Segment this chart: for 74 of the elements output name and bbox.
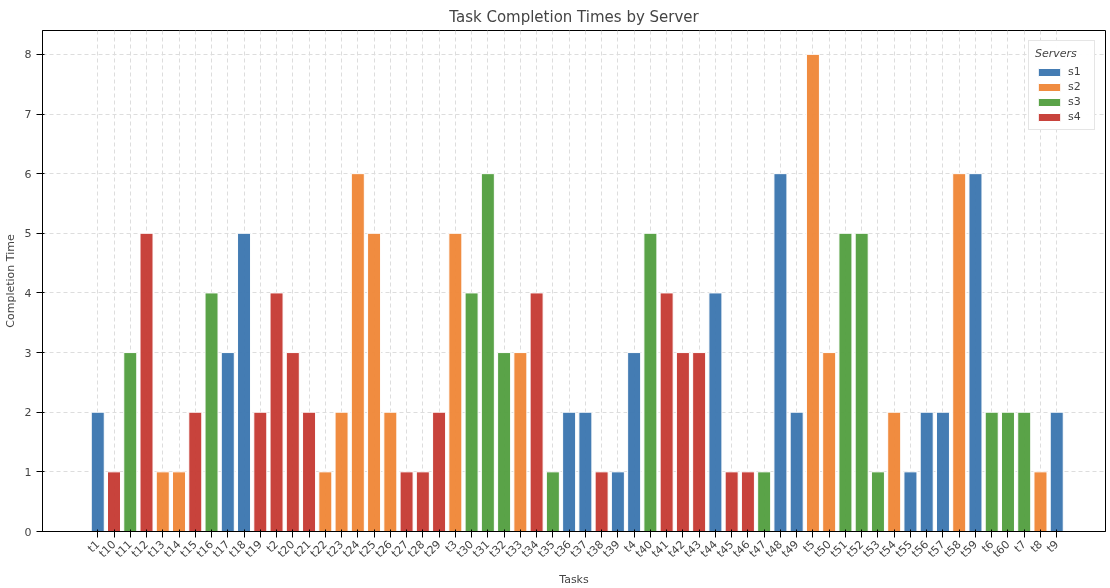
legend-label: s2 xyxy=(1068,80,1082,93)
bar xyxy=(545,471,560,532)
bar xyxy=(155,471,170,532)
x-axis-title: Tasks xyxy=(558,572,589,586)
bar xyxy=(1049,411,1064,532)
bar xyxy=(854,232,869,532)
bar xyxy=(432,411,447,532)
y-tick-label: 6 xyxy=(24,167,32,181)
bar xyxy=(740,471,755,532)
bar xyxy=(350,173,365,532)
x-tick-label: t8 xyxy=(1027,537,1046,556)
y-tick-label: 1 xyxy=(24,465,32,479)
bar xyxy=(285,352,300,532)
bar xyxy=(188,411,203,532)
bar xyxy=(562,411,577,532)
bar xyxy=(172,471,187,532)
bar xyxy=(870,471,885,532)
x-tick-label: t9 xyxy=(1044,537,1062,556)
bar xyxy=(383,411,398,532)
bar xyxy=(334,411,349,532)
bar xyxy=(480,173,495,532)
x-tick-label: t7 xyxy=(1011,537,1029,556)
y-tick-label: 4 xyxy=(24,286,32,300)
bar xyxy=(399,471,414,532)
bar xyxy=(237,232,252,532)
y-tick-label: 0 xyxy=(24,525,32,539)
bar xyxy=(1017,411,1032,532)
bar xyxy=(887,411,902,532)
y-tick-label: 3 xyxy=(24,346,32,360)
bar xyxy=(675,352,690,532)
bar xyxy=(805,53,820,532)
bar xyxy=(139,232,154,532)
y-tick-label: 2 xyxy=(24,406,32,420)
bar xyxy=(415,471,430,532)
bar xyxy=(903,471,918,532)
bar xyxy=(220,352,235,532)
bar xyxy=(123,352,138,532)
bar xyxy=(253,411,268,532)
bar xyxy=(1000,411,1015,532)
bar xyxy=(757,471,772,532)
bar xyxy=(627,352,642,532)
bar xyxy=(269,292,284,532)
y-tick-label: 8 xyxy=(24,48,32,62)
bar xyxy=(935,411,950,532)
bar xyxy=(708,292,723,532)
bar xyxy=(302,411,317,532)
bar xyxy=(822,352,837,532)
bar xyxy=(90,411,105,532)
y-tick-label: 7 xyxy=(24,108,32,121)
legend-label: s4 xyxy=(1068,110,1082,123)
legend-label: s1 xyxy=(1068,65,1082,78)
bar xyxy=(107,471,122,532)
y-tick-label: 5 xyxy=(24,227,32,241)
bar xyxy=(968,173,983,532)
bar xyxy=(789,411,804,532)
legend-label: s3 xyxy=(1068,95,1082,108)
bar xyxy=(773,173,788,532)
bar xyxy=(952,173,967,532)
legend-title: Servers xyxy=(1035,47,1078,60)
bar xyxy=(464,292,479,532)
chart-title: Task Completion Times by Server xyxy=(448,7,700,26)
bar xyxy=(919,411,934,532)
bar xyxy=(610,471,625,532)
bar xyxy=(318,471,333,532)
y-axis-title: Completion Time xyxy=(3,234,17,328)
bar xyxy=(984,411,999,532)
bar xyxy=(497,352,512,532)
bar xyxy=(1033,471,1048,532)
bar xyxy=(204,292,219,532)
bar xyxy=(724,471,739,532)
bar xyxy=(448,232,463,532)
bar xyxy=(838,232,853,532)
bar xyxy=(692,352,707,532)
bar xyxy=(367,232,382,532)
